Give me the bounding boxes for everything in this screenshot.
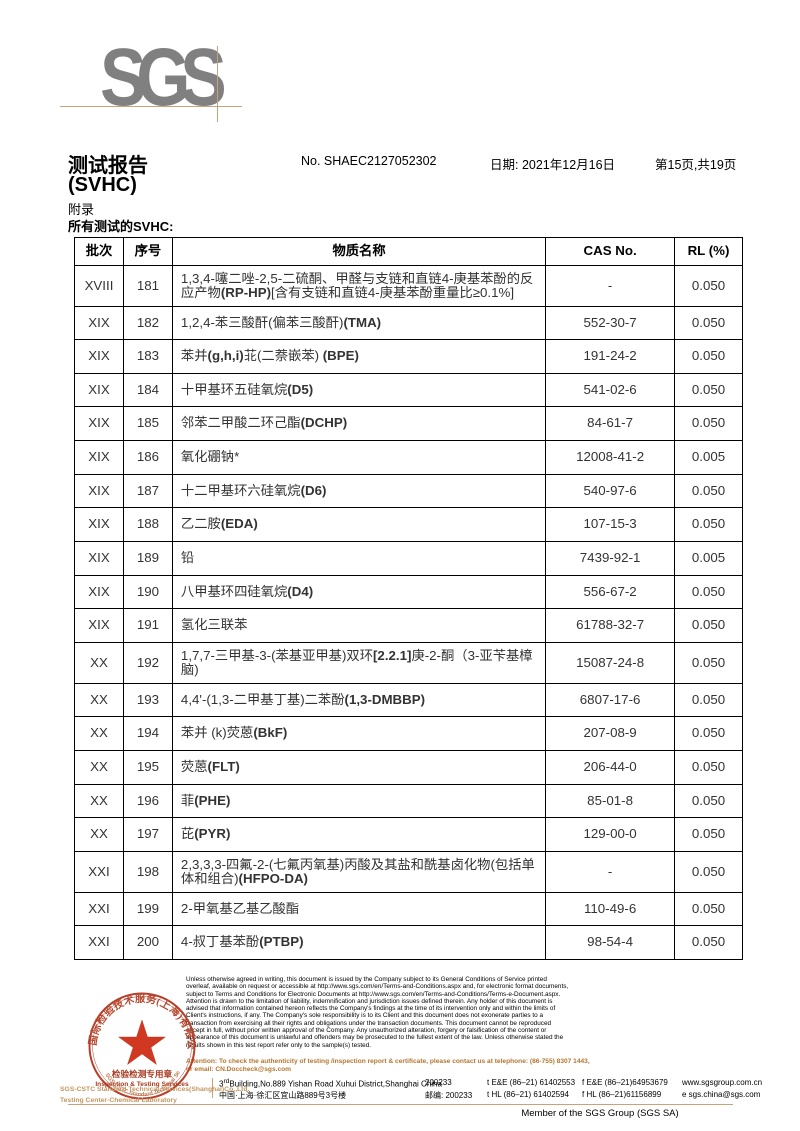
svg-text:检验检测专用章: 检验检测专用章: [112, 1068, 173, 1079]
